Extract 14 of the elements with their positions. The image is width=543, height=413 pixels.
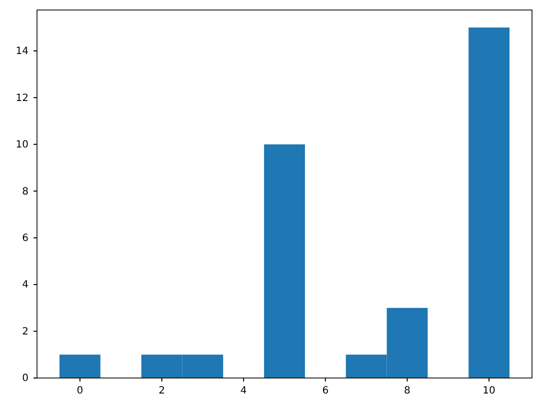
x-tick-label: 8 xyxy=(404,386,410,397)
y-tick-label: 6 xyxy=(22,233,28,244)
y-tick-label: 4 xyxy=(22,280,28,291)
y-tick-label: 12 xyxy=(16,92,28,104)
x-tick-label: 10 xyxy=(482,386,496,397)
y-tick-label: 8 xyxy=(22,186,28,198)
x-tick-label: 6 xyxy=(322,386,329,397)
x-tick-label: 4 xyxy=(240,386,247,397)
y-tick-label: 14 xyxy=(16,46,28,58)
y-tick-label: 10 xyxy=(16,140,28,151)
y-tick-label: 2 xyxy=(22,326,28,338)
x-tick-label: 2 xyxy=(158,386,165,397)
x-tick-label: 0 xyxy=(76,386,84,397)
y-tick-label: 0 xyxy=(22,373,28,384)
